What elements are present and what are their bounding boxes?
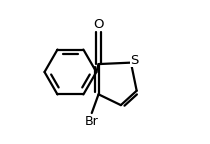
Text: Br: Br	[85, 115, 99, 128]
Text: O: O	[93, 18, 104, 31]
Text: S: S	[130, 54, 139, 67]
